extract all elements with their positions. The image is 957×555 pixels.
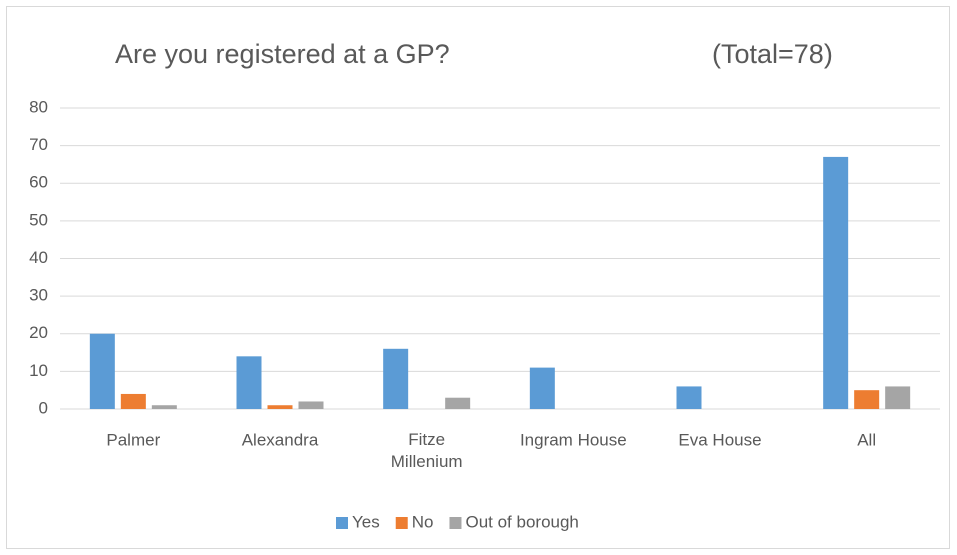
y-tick-label: 10 [29, 361, 48, 380]
chart-title: Are you registered at a GP? [115, 39, 450, 69]
y-tick-label: 30 [29, 286, 48, 305]
y-tick-label: 0 [39, 398, 48, 417]
chart-subtitle: (Total=78) [712, 39, 833, 69]
bar [120, 393, 146, 409]
bar [298, 401, 324, 409]
legend-swatch [395, 517, 408, 529]
y-tick-label: 40 [29, 248, 48, 267]
x-tick-label: Palmer [106, 430, 160, 449]
y-tick-label: 50 [29, 210, 48, 229]
x-tick-label: All [857, 430, 876, 449]
y-tick-label: 20 [29, 323, 48, 342]
x-tick-label: Fitze Millenium [391, 430, 463, 471]
bar [89, 333, 115, 409]
bar [854, 390, 880, 409]
legend-swatch [336, 517, 348, 529]
bar [383, 348, 409, 409]
x-tick-label: Eva House [678, 430, 761, 449]
bar [267, 405, 293, 409]
x-tick-label: Alexandra [242, 430, 319, 449]
bar [445, 397, 471, 409]
y-tick-label: 70 [29, 135, 48, 154]
legend-swatch [449, 517, 462, 529]
chart-border [6, 6, 950, 549]
x-tick-label: Ingram House [520, 430, 627, 449]
bar [885, 386, 911, 409]
legend-label: No [412, 512, 434, 531]
legend-label: Yes [352, 512, 380, 531]
y-tick-label: 80 [29, 97, 48, 116]
bar [823, 156, 849, 409]
legend-label: Out of borough [465, 512, 578, 531]
bar [529, 367, 555, 409]
bar [676, 386, 702, 409]
bar [236, 356, 262, 409]
bar [151, 405, 177, 409]
y-tick-label: 60 [29, 173, 48, 192]
